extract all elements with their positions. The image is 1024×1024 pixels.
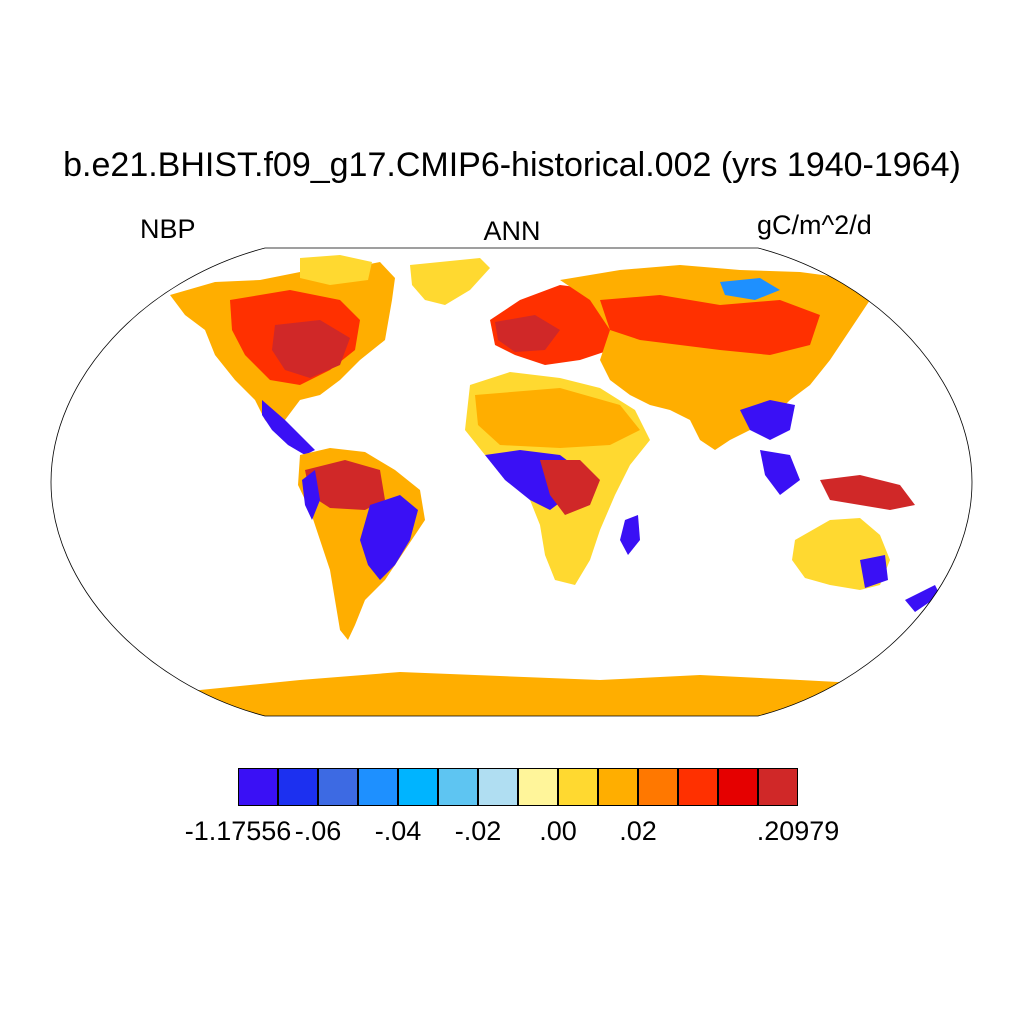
colorbar-swatch — [638, 768, 678, 806]
colorbar-swatch — [718, 768, 758, 806]
colorbar-swatch — [478, 768, 518, 806]
colorbar-swatch — [678, 768, 718, 806]
indonesia — [820, 475, 915, 510]
colorbar-tick-label: -.06 — [294, 816, 342, 846]
colorbar-swatch — [358, 768, 398, 806]
plot-title: b.e21.BHIST.f09_g17.CMIP6-historical.002… — [63, 146, 961, 184]
colorbar-tick-label: .00 — [539, 816, 577, 846]
variable-label: NBP — [140, 214, 196, 244]
colorbar-swatch — [398, 768, 438, 806]
map-border — [50, 247, 973, 717]
colorbar-swatch — [278, 768, 318, 806]
colorbar-swatch — [238, 768, 278, 806]
colorbar-swatch — [518, 768, 558, 806]
colorbar-swatch — [558, 768, 598, 806]
central-america — [262, 400, 315, 455]
colorbar-tick-label: -1.17556 — [184, 816, 292, 846]
antarctica — [51, 672, 972, 716]
colorbar-tick-label: -.02 — [454, 816, 502, 846]
colorbar-swatch — [758, 768, 798, 806]
colorbar-swatch — [438, 768, 478, 806]
new-zealand — [905, 585, 940, 612]
colorbar-tick-label: .02 — [619, 816, 657, 846]
madagascar — [620, 515, 640, 555]
colorbar-tick-label: .20979 — [756, 816, 840, 846]
season-label: ANN — [483, 216, 541, 246]
colorbar-tick-label: -.04 — [374, 816, 422, 846]
units-label: gC/m^2/d — [757, 210, 872, 240]
colorbar-swatch — [598, 768, 638, 806]
colorbar-swatch — [318, 768, 358, 806]
greenland — [410, 258, 490, 305]
